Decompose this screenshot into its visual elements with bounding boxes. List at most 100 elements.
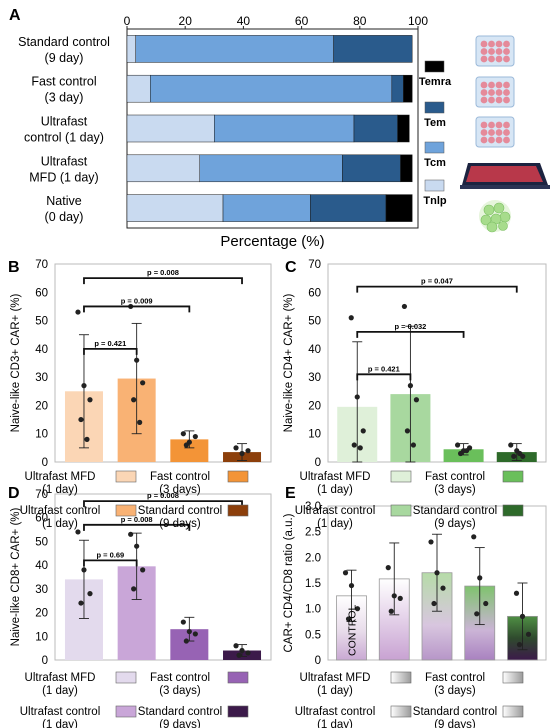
- y-tick-label: 1.5: [305, 578, 321, 590]
- panel-label-d: D: [8, 485, 20, 502]
- data-point: [183, 638, 189, 644]
- p-value-label: p = 0.008: [121, 515, 153, 524]
- data-point: [391, 593, 397, 599]
- data-point: [239, 450, 245, 457]
- legend-label: (9 days): [434, 518, 476, 530]
- p-value-label: p = 0.421: [94, 339, 126, 348]
- bar-segment-temra: [403, 74, 413, 103]
- legend-swatch: [390, 705, 412, 718]
- data-point: [245, 448, 251, 454]
- y-tick-label: 0: [315, 655, 321, 667]
- y-tick-label: 30: [35, 584, 48, 596]
- data-point: [342, 570, 349, 576]
- data-point: [345, 616, 352, 622]
- y-tick-label: 0: [42, 457, 48, 469]
- data-point: [404, 428, 411, 434]
- data-point: [454, 442, 461, 448]
- legend-label: Ultrafast MFD: [25, 471, 96, 483]
- y-tick-label: 50: [308, 316, 321, 328]
- bar-segment-tnlp: [126, 74, 151, 103]
- microfluidic-device-icon: [460, 163, 550, 189]
- plot-frame: [54, 263, 272, 463]
- p-value-label: p = 0.008: [147, 491, 179, 500]
- category-label: control (1 day): [24, 131, 104, 145]
- data-point: [131, 586, 137, 592]
- data-point: [516, 642, 523, 648]
- legend-swatch: [115, 671, 137, 684]
- data-point: [483, 600, 489, 607]
- y-tick-label: 40: [35, 344, 48, 356]
- legend-label: Fast control: [150, 471, 210, 483]
- legend-label: Fast control: [150, 672, 210, 684]
- bar: [443, 449, 484, 462]
- panel-b-legend: Ultrafast MFD(1 day)Fast control(3 days)…: [20, 470, 249, 530]
- data-point: [397, 595, 403, 602]
- legend-label: Standard control: [138, 505, 222, 517]
- legend-label: Ultrafast MFD: [300, 471, 371, 483]
- panel-a-stacked-bar-chart: 0 20 40 60 80 100 Percentage (%) Standard contr…: [18, 14, 428, 250]
- data-point: [131, 397, 137, 403]
- data-point: [140, 567, 146, 573]
- well-plate-icon: [475, 76, 515, 108]
- legend-label: (1 day): [317, 685, 353, 697]
- legend-swatch-tem: [424, 101, 445, 114]
- legend-label: Standard control: [413, 706, 497, 718]
- legend-swatch: [227, 671, 249, 684]
- y-tick-label: 0: [42, 655, 48, 667]
- data-point: [351, 442, 357, 448]
- data-point: [413, 397, 420, 403]
- panel-e-legend: Ultrafast MFD(1 day)Fast control(3 days)…: [295, 671, 524, 728]
- p-value-label: p = 0.047: [421, 277, 453, 286]
- y-axis-label: Naive-like CD8+ CAR+ (%): [10, 507, 22, 646]
- data-point: [81, 567, 87, 573]
- data-point: [233, 643, 239, 649]
- bar: [170, 439, 209, 462]
- data-point: [78, 600, 84, 606]
- x-tick-label: 100: [408, 14, 428, 28]
- legend-label: Ultrafast MFD: [300, 672, 371, 684]
- data-point: [457, 450, 464, 457]
- bar-segment-tnlp: [126, 114, 215, 143]
- y-tick-label: 0.5: [305, 629, 321, 641]
- legend-label: (1 day): [42, 518, 78, 530]
- data-point: [192, 631, 198, 637]
- bar-segment-temra: [397, 114, 410, 143]
- legend-label: Ultrafast control: [295, 505, 376, 517]
- data-point: [186, 628, 192, 635]
- significance-bracket: [83, 347, 138, 355]
- panel-label-c: C: [285, 259, 297, 276]
- plot-frame: [54, 493, 272, 661]
- bar-segment-tem: [342, 154, 401, 183]
- significance-bracket: [356, 373, 412, 381]
- data-point: [87, 397, 93, 403]
- y-tick-label: 10: [35, 631, 48, 643]
- legend-label: Standard control: [413, 505, 497, 517]
- data-point: [471, 534, 477, 540]
- significance-bracket: [83, 277, 243, 285]
- bar-segment-temra: [385, 194, 413, 222]
- data-point: [134, 357, 140, 363]
- category-label: MFD (1 day): [29, 170, 98, 184]
- data-point: [84, 436, 90, 442]
- category-label: (9 day): [45, 51, 84, 65]
- legend-label: (3 days): [159, 685, 201, 697]
- data-point: [81, 383, 87, 389]
- panel-a-legend: Temra Tem Tcm Tnlp: [419, 60, 452, 207]
- significance-bracket: [83, 523, 191, 531]
- legend-label: Ultrafast control: [20, 505, 101, 517]
- y-tick-label: 70: [308, 259, 321, 271]
- y-tick-label: 30: [35, 372, 48, 384]
- p-value-label: p = 0.032: [394, 322, 426, 331]
- panel-label-e: E: [285, 485, 296, 502]
- bar-label: CONTROL: [347, 605, 359, 656]
- category-label: Ultrafast: [41, 115, 88, 129]
- x-tick-label: 40: [237, 14, 251, 28]
- y-tick-label: 60: [308, 287, 321, 299]
- data-point: [388, 608, 394, 614]
- data-point: [348, 582, 355, 589]
- legend-label-tcm: Tcm: [424, 157, 446, 169]
- category-label: Ultrafast: [41, 154, 88, 168]
- category-label: Fast control: [31, 75, 96, 89]
- y-tick-label: 40: [35, 560, 48, 572]
- data-point: [401, 303, 408, 310]
